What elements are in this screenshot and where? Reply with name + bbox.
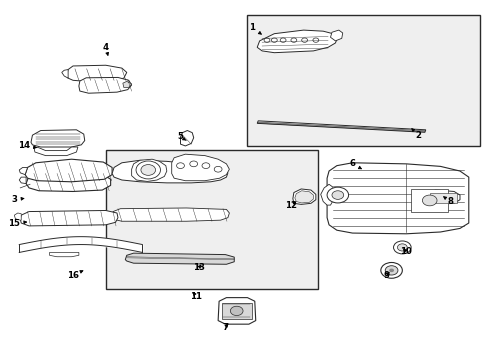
Circle shape <box>393 241 411 254</box>
Circle shape <box>302 38 308 42</box>
Text: 4: 4 <box>103 43 109 55</box>
Text: 14: 14 <box>18 141 36 150</box>
Polygon shape <box>20 211 118 226</box>
Text: 5: 5 <box>177 132 186 141</box>
Circle shape <box>176 163 184 168</box>
Polygon shape <box>257 30 338 53</box>
Text: 3: 3 <box>11 195 24 204</box>
Circle shape <box>397 244 407 251</box>
Bar <box>247 15 480 146</box>
Text: 9: 9 <box>384 270 390 279</box>
Bar <box>106 149 318 289</box>
Text: 10: 10 <box>400 247 412 256</box>
Circle shape <box>214 166 222 172</box>
Polygon shape <box>62 69 68 78</box>
Circle shape <box>136 161 160 179</box>
Polygon shape <box>112 208 229 221</box>
Circle shape <box>190 161 197 167</box>
Polygon shape <box>19 167 27 175</box>
Polygon shape <box>67 65 127 81</box>
Polygon shape <box>31 130 85 147</box>
Polygon shape <box>321 184 333 205</box>
Polygon shape <box>327 163 469 234</box>
Circle shape <box>202 163 210 168</box>
Circle shape <box>271 38 277 42</box>
Polygon shape <box>112 160 228 183</box>
Text: 12: 12 <box>285 201 297 210</box>
Bar <box>430 193 457 203</box>
Circle shape <box>230 306 243 316</box>
Polygon shape <box>172 154 229 181</box>
Text: 11: 11 <box>190 292 202 301</box>
Text: 2: 2 <box>412 129 421 140</box>
Circle shape <box>141 165 156 175</box>
Polygon shape <box>331 30 343 41</box>
Polygon shape <box>14 213 21 220</box>
Polygon shape <box>218 298 256 324</box>
Polygon shape <box>19 177 26 184</box>
Polygon shape <box>26 172 111 192</box>
Circle shape <box>327 187 348 203</box>
Circle shape <box>332 191 343 199</box>
Circle shape <box>385 266 398 275</box>
Circle shape <box>381 262 402 278</box>
Polygon shape <box>293 189 316 204</box>
Circle shape <box>291 38 297 42</box>
Polygon shape <box>25 159 112 182</box>
Circle shape <box>422 195 437 206</box>
Polygon shape <box>49 252 79 257</box>
Circle shape <box>389 269 394 272</box>
Polygon shape <box>295 191 314 203</box>
Text: 15: 15 <box>8 219 26 228</box>
Bar <box>411 189 448 212</box>
Text: 13: 13 <box>193 264 205 273</box>
Polygon shape <box>79 77 132 93</box>
Polygon shape <box>180 131 194 146</box>
Polygon shape <box>34 147 78 156</box>
Polygon shape <box>132 159 167 181</box>
Circle shape <box>264 38 270 42</box>
Polygon shape <box>125 253 234 264</box>
Text: 6: 6 <box>349 159 362 169</box>
Circle shape <box>280 38 286 42</box>
Polygon shape <box>257 121 426 132</box>
Polygon shape <box>427 190 460 204</box>
Text: 7: 7 <box>222 323 228 332</box>
Text: 1: 1 <box>249 23 261 34</box>
Polygon shape <box>123 81 132 87</box>
Bar <box>221 303 252 319</box>
Text: 8: 8 <box>443 197 453 206</box>
Circle shape <box>313 38 319 42</box>
Text: 16: 16 <box>67 270 83 279</box>
